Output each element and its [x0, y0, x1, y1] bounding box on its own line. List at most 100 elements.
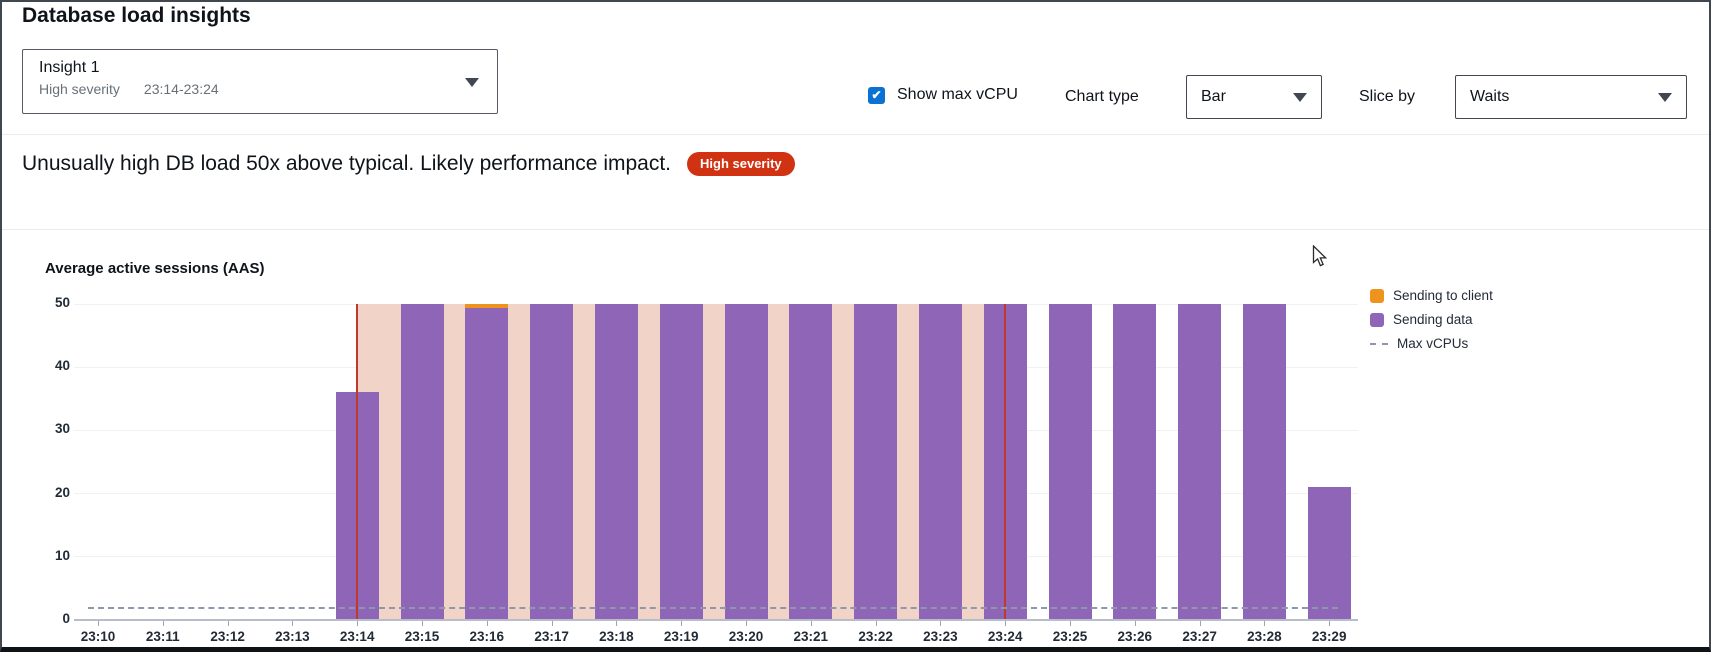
chart-legend: Sending to client Sending data Max vCPUs — [1370, 288, 1493, 351]
x-tick-23:19 — [681, 621, 683, 626]
alert-divider — [2, 229, 1709, 230]
x-axis-label: 23:22 — [858, 629, 893, 644]
x-tick-23:21 — [810, 621, 812, 626]
gridline-y-30 — [74, 429, 1358, 431]
chevron-down-icon — [465, 78, 479, 87]
gridline-y-10 — [74, 556, 1358, 558]
chevron-down-icon — [1293, 92, 1307, 102]
x-tick-23:22 — [875, 621, 877, 626]
x-tick-23:29 — [1329, 621, 1331, 626]
gridline-y-20 — [74, 493, 1358, 495]
x-tick-23:16 — [486, 621, 488, 626]
severity-badge: High severity — [687, 152, 795, 176]
x-axis-label: 23:11 — [145, 629, 180, 644]
chart-type-value: Bar — [1201, 88, 1226, 105]
x-tick-23:17 — [551, 621, 553, 626]
x-axis-label: 23:26 — [1117, 629, 1153, 644]
show-max-vcpu-control[interactable]: ✔ Show max vCPU — [868, 86, 1018, 104]
legend-item-sending-to-client[interactable]: Sending to client — [1370, 288, 1493, 303]
legend-label: Sending data — [1393, 312, 1473, 327]
x-axis-line — [74, 619, 1358, 621]
chevron-down-icon — [1658, 92, 1672, 102]
insight-select-dropdown[interactable]: Insight 1 High severity 23:14-23:24 — [22, 49, 498, 114]
bar-23:17-sending-data[interactable] — [530, 304, 574, 620]
bar-23:16-sending-data[interactable] — [465, 308, 509, 620]
legend-label: Max vCPUs — [1397, 336, 1469, 351]
legend-item-max-vcpus[interactable]: Max vCPUs — [1370, 336, 1493, 351]
bar-23:24-sending-data[interactable] — [983, 304, 1027, 620]
legend-label: Sending to client — [1393, 288, 1493, 303]
chart-type-label: Chart type — [1065, 88, 1139, 105]
x-axis-label: 23:25 — [1052, 629, 1088, 644]
mouse-cursor-icon — [1312, 245, 1328, 267]
x-tick-23:27 — [1199, 621, 1201, 626]
show-max-vcpu-label: Show max vCPU — [897, 86, 1018, 103]
bar-23:23-sending-data[interactable] — [918, 304, 962, 620]
bar-23:19-sending-data[interactable] — [659, 304, 703, 620]
x-tick-23:24 — [1005, 621, 1007, 626]
x-tick-23:11 — [162, 621, 164, 626]
x-axis-label: 23:16 — [469, 629, 505, 644]
legend-item-sending-data[interactable]: Sending data — [1370, 312, 1493, 327]
x-tick-23:23 — [940, 621, 942, 626]
bar-23:16-sending-to-client[interactable] — [465, 304, 509, 309]
x-tick-23:12 — [227, 621, 229, 626]
x-axis-label: 23:18 — [599, 629, 634, 644]
bar-23:18-sending-data[interactable] — [594, 304, 638, 620]
gridline-y-40 — [74, 366, 1358, 368]
y-axis-label: 30 — [54, 421, 70, 437]
x-tick-23:13 — [292, 621, 294, 626]
insight-severity: High severity — [39, 81, 120, 97]
x-axis-label: 23:29 — [1311, 629, 1347, 644]
x-axis-label: 23:14 — [339, 629, 375, 644]
slice-by-value: Waits — [1470, 88, 1510, 105]
bar-23:26-sending-data[interactable] — [1113, 304, 1157, 620]
x-axis-label: 23:21 — [793, 629, 829, 644]
color-swatch-icon — [1370, 288, 1384, 303]
y-axis-label: 0 — [62, 611, 70, 626]
x-axis-label: 23:23 — [923, 629, 958, 644]
x-tick-23:28 — [1264, 621, 1266, 626]
x-axis-label: 23:10 — [80, 629, 116, 644]
alert-message: Unusually high DB load 50x above typical… — [22, 152, 672, 175]
page-title: Database load insights — [22, 4, 251, 27]
bar-23:22-sending-data[interactable] — [854, 304, 898, 620]
chart-type-select[interactable]: Bar — [1186, 75, 1322, 119]
dashed-line-swatch-icon — [1370, 342, 1388, 345]
x-tick-23:14 — [357, 621, 359, 626]
y-axis-label: 50 — [54, 295, 70, 310]
bar-23:28-sending-data[interactable] — [1242, 304, 1286, 620]
x-axis-label: 23:24 — [987, 629, 1023, 644]
x-axis-label: 23:15 — [404, 629, 440, 644]
insight-alert: Unusually high DB load 50x above typical… — [22, 152, 795, 176]
gridline-y-50 — [74, 303, 1358, 305]
x-tick-23:10 — [98, 621, 99, 626]
y-axis-label: 40 — [54, 358, 70, 374]
x-tick-23:20 — [746, 621, 747, 626]
x-axis-label: 23:13 — [275, 629, 310, 644]
x-tick-23:15 — [422, 621, 423, 626]
y-axis-label: 10 — [54, 547, 70, 563]
x-axis-label: 23:27 — [1182, 629, 1217, 644]
slice-by-select[interactable]: Waits — [1455, 75, 1687, 119]
bar-23:29-sending-data[interactable] — [1307, 487, 1351, 620]
checkbox-checked-icon[interactable]: ✔ — [868, 86, 885, 104]
x-axis-label: 23:20 — [728, 629, 764, 644]
bar-23:14-sending-data[interactable] — [335, 392, 379, 620]
slice-by-label: Slice by — [1359, 88, 1416, 105]
x-axis-label: 23:19 — [663, 629, 699, 644]
x-tick-23:26 — [1134, 621, 1136, 626]
y-axis-label: 20 — [54, 484, 70, 500]
color-swatch-icon — [1370, 312, 1384, 327]
bar-23:15-sending-data[interactable] — [400, 304, 444, 620]
insight-time-range: 23:14-23:24 — [143, 81, 219, 97]
bar-23:27-sending-data[interactable] — [1178, 304, 1222, 620]
chart-title: Average active sessions (AAS) — [45, 260, 265, 277]
bar-23:20-sending-data[interactable] — [724, 304, 768, 620]
x-tick-23:25 — [1070, 621, 1071, 626]
bar-23:25-sending-data[interactable] — [1048, 304, 1092, 620]
insight-name: Insight 1 — [39, 59, 100, 76]
bar-23:21-sending-data[interactable] — [789, 304, 833, 620]
x-tick-23:18 — [616, 621, 618, 626]
x-axis-label: 23:28 — [1247, 629, 1282, 644]
